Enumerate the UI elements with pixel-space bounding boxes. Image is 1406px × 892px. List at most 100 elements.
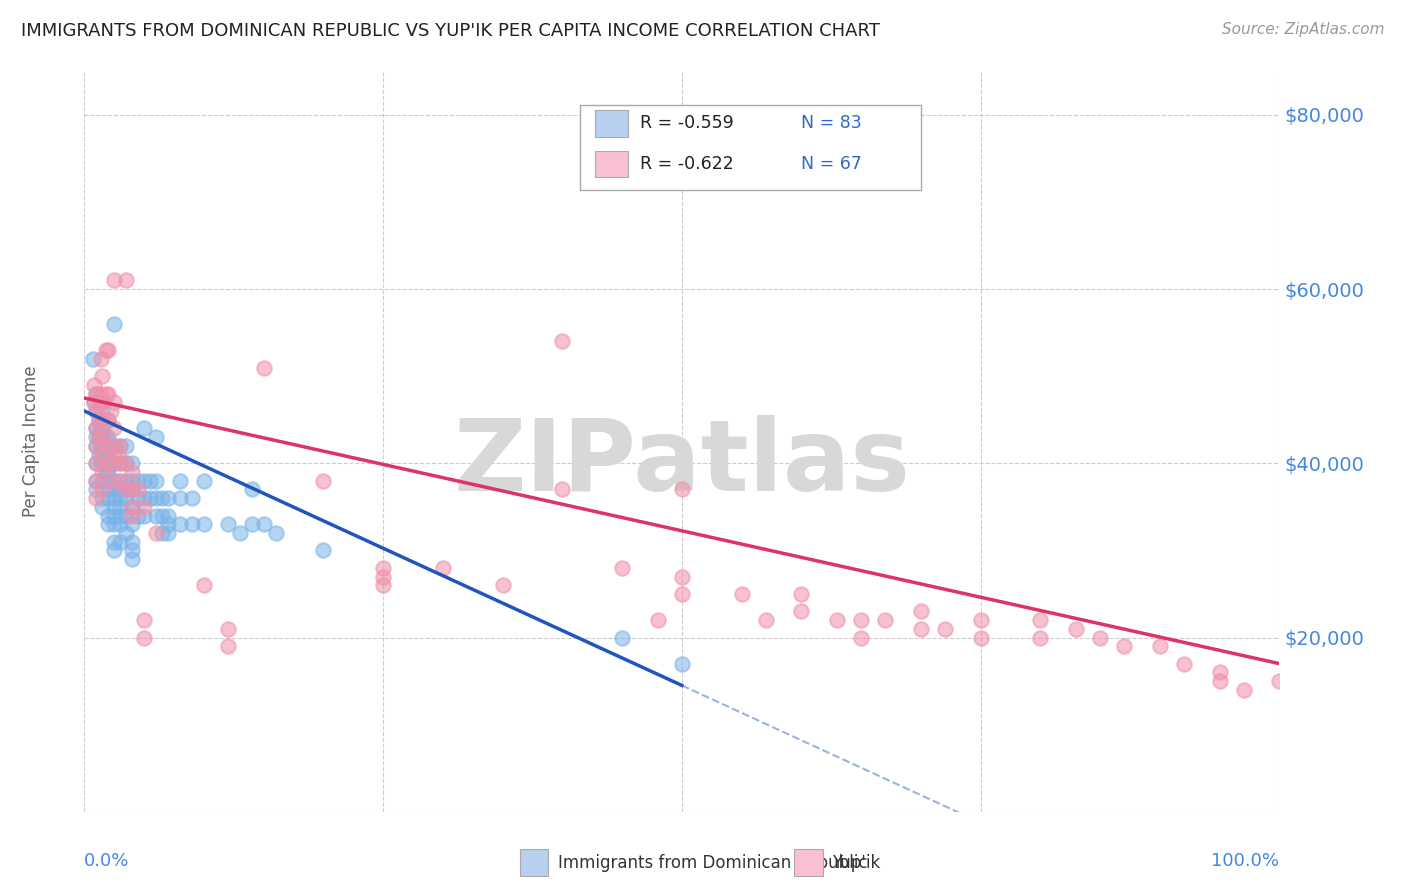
Point [551, 483, 574, 497]
Point [121, 474, 143, 488]
FancyBboxPatch shape [595, 110, 628, 136]
Point [97, 413, 120, 427]
Point [110, 474, 132, 488]
Point [97, 448, 120, 462]
Point [83, 395, 105, 409]
Point [145, 430, 167, 444]
Point [910, 604, 932, 618]
Point [110, 500, 132, 514]
Point [169, 491, 191, 505]
Point [97, 430, 120, 444]
Point [115, 526, 138, 541]
Point [132, 491, 156, 505]
Point [647, 613, 669, 627]
Point [86, 421, 108, 435]
Point [121, 543, 143, 558]
Text: R = -0.622: R = -0.622 [640, 155, 734, 173]
Point [97, 456, 120, 470]
Point [97, 491, 120, 505]
Point [145, 474, 167, 488]
Point [103, 543, 125, 558]
Point [671, 483, 693, 497]
Point [86, 456, 108, 470]
Point [253, 360, 276, 375]
Point [671, 587, 693, 601]
Point [87, 430, 110, 444]
Point [551, 334, 574, 349]
Point [157, 491, 180, 505]
Point [86, 439, 108, 453]
Point [86, 386, 108, 401]
Point [86, 430, 108, 444]
Point [97, 508, 120, 523]
Point [181, 491, 204, 505]
Point [115, 483, 138, 497]
Point [121, 456, 143, 470]
Point [169, 474, 191, 488]
Point [91, 491, 114, 505]
Point [91, 395, 114, 409]
Point [492, 578, 515, 592]
Point [103, 439, 125, 453]
Point [103, 395, 125, 409]
Point [671, 657, 693, 671]
Point [86, 386, 108, 401]
Point [121, 483, 143, 497]
Text: Per Capita Income: Per Capita Income [21, 366, 39, 517]
Point [127, 491, 149, 505]
Point [110, 456, 132, 470]
Point [121, 500, 143, 514]
Point [132, 500, 156, 514]
Point [91, 430, 114, 444]
Point [103, 317, 125, 331]
Point [150, 491, 173, 505]
Point [121, 465, 143, 479]
Point [132, 474, 156, 488]
FancyBboxPatch shape [595, 151, 628, 178]
Point [612, 631, 634, 645]
Point [240, 517, 263, 532]
Point [1209, 674, 1232, 689]
Point [1090, 631, 1112, 645]
Point [110, 534, 132, 549]
Point [94, 430, 117, 444]
Point [121, 483, 143, 497]
Point [1209, 665, 1232, 680]
Point [264, 526, 287, 541]
Point [103, 273, 125, 287]
Point [103, 421, 125, 435]
Point [103, 534, 125, 549]
Point [1173, 657, 1195, 671]
Point [90, 351, 112, 366]
Point [97, 386, 120, 401]
Point [91, 465, 114, 479]
Point [110, 456, 132, 470]
Point [115, 491, 138, 505]
Point [121, 500, 143, 514]
Point [115, 508, 138, 523]
Point [91, 500, 114, 514]
Point [103, 491, 125, 505]
Point [193, 578, 215, 592]
Point [86, 404, 108, 418]
Point [1268, 674, 1291, 689]
Point [103, 474, 125, 488]
Point [1066, 622, 1088, 636]
Point [127, 474, 149, 488]
Point [100, 404, 122, 418]
Point [115, 439, 138, 453]
Point [91, 474, 114, 488]
Point [1029, 631, 1052, 645]
Point [1233, 682, 1256, 697]
Point [90, 439, 112, 453]
Point [671, 569, 693, 583]
Point [91, 448, 114, 462]
Point [110, 491, 132, 505]
Point [103, 456, 125, 470]
Point [97, 413, 120, 427]
Point [97, 465, 120, 479]
Point [373, 578, 395, 592]
Point [86, 421, 108, 435]
Point [115, 273, 138, 287]
Point [97, 517, 120, 532]
